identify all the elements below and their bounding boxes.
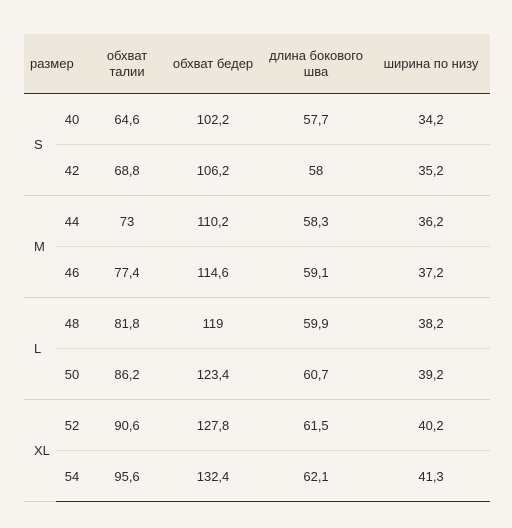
size-number: 46 bbox=[56, 246, 89, 298]
bottom-width-value: 35,2 bbox=[372, 144, 491, 196]
table-row: 42 68,8 106,2 58 35,2 bbox=[24, 144, 491, 196]
waist-value: 77,4 bbox=[88, 246, 167, 298]
side-length-value: 58,3 bbox=[260, 195, 373, 247]
side-length-value: 58 bbox=[260, 144, 373, 196]
hips-value: 123,4 bbox=[166, 348, 261, 400]
header-waist: обхват талии bbox=[88, 34, 167, 94]
bottom-width-value: 36,2 bbox=[372, 195, 491, 247]
bottom-width-value: 38,2 bbox=[372, 297, 491, 349]
bottom-width-value: 34,2 bbox=[372, 93, 491, 145]
header-row: размер обхват талии обхват бедер длина б… bbox=[24, 34, 491, 94]
header-side-length: длина бокового шва bbox=[260, 34, 373, 94]
size-number: 44 bbox=[56, 195, 89, 247]
table-row: S 40 64,6 102,2 57,7 34,2 bbox=[24, 93, 491, 196]
size-number: 50 bbox=[56, 348, 89, 400]
waist-value: 73 bbox=[88, 195, 167, 247]
hips-value: 106,2 bbox=[166, 144, 261, 196]
hips-value: 127,8 bbox=[166, 399, 261, 451]
size-letter-m: M bbox=[24, 195, 56, 298]
size-letter-s: S bbox=[24, 93, 56, 196]
size-chart-table: размер обхват талии обхват бедер длина б… bbox=[24, 34, 491, 502]
waist-value: 64,6 bbox=[88, 93, 167, 145]
side-length-value: 61,5 bbox=[260, 399, 373, 451]
table-row: 54 95,6 132,4 62,1 41,3 bbox=[24, 450, 491, 502]
bottom-width-value: 40,2 bbox=[372, 399, 491, 451]
waist-value: 86,2 bbox=[88, 348, 167, 400]
header-bottom-width: ширина по низу bbox=[372, 34, 491, 94]
waist-value: 68,8 bbox=[88, 144, 167, 196]
bottom-width-value: 41,3 bbox=[372, 450, 491, 502]
side-length-value: 57,7 bbox=[260, 93, 373, 145]
table-row: M 44 73 110,2 58,3 36,2 bbox=[24, 195, 491, 298]
size-number: 40 bbox=[56, 93, 89, 145]
table-row: 46 77,4 114,6 59,1 37,2 bbox=[24, 246, 491, 298]
waist-value: 90,6 bbox=[88, 399, 167, 451]
size-number: 48 bbox=[56, 297, 89, 349]
header-hips: обхват бедер bbox=[166, 34, 261, 94]
table-row: XL 52 90,6 127,8 61,5 40,2 bbox=[24, 399, 491, 502]
size-number: 52 bbox=[56, 399, 89, 451]
hips-value: 114,6 bbox=[166, 246, 261, 298]
size-number: 54 bbox=[56, 450, 89, 502]
size-letter-xl: XL bbox=[24, 399, 56, 502]
header-size: размер bbox=[24, 34, 89, 94]
bottom-width-value: 37,2 bbox=[372, 246, 491, 298]
waist-value: 95,6 bbox=[88, 450, 167, 502]
table-row: L 48 81,8 119 59,9 38,2 bbox=[24, 297, 491, 400]
size-number: 42 bbox=[56, 144, 89, 196]
hips-value: 132,4 bbox=[166, 450, 261, 502]
bottom-width-value: 39,2 bbox=[372, 348, 491, 400]
side-length-value: 60,7 bbox=[260, 348, 373, 400]
table-row: 50 86,2 123,4 60,7 39,2 bbox=[24, 348, 491, 400]
waist-value: 81,8 bbox=[88, 297, 167, 349]
hips-value: 110,2 bbox=[166, 195, 261, 247]
size-letter-l: L bbox=[24, 297, 56, 400]
side-length-value: 62,1 bbox=[260, 450, 373, 502]
side-length-value: 59,1 bbox=[260, 246, 373, 298]
hips-value: 102,2 bbox=[166, 93, 261, 145]
hips-value: 119 bbox=[166, 297, 261, 349]
side-length-value: 59,9 bbox=[260, 297, 373, 349]
